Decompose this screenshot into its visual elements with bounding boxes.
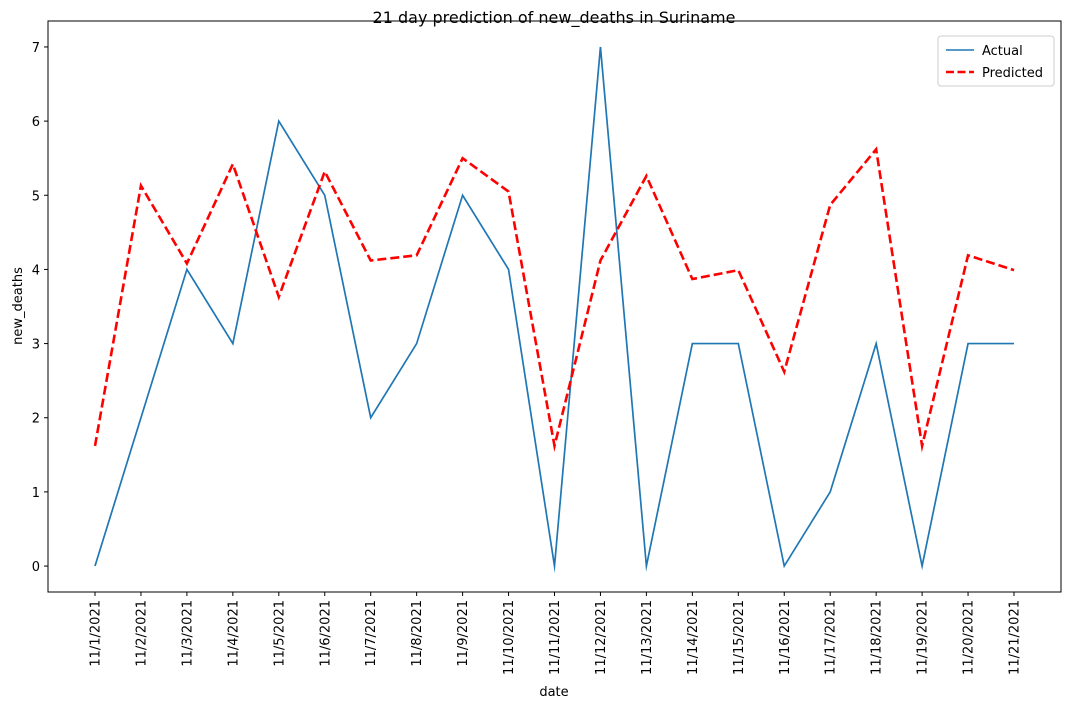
y-tick-label: 0	[32, 560, 40, 575]
chart-title: 21 day prediction of new_deaths in Surin…	[373, 8, 736, 28]
y-axis-label: new_deaths	[11, 267, 26, 345]
y-tick-label: 5	[32, 189, 40, 204]
x-tick-label: 11/21/2021	[1008, 600, 1023, 675]
x-tick-label: 11/8/2021	[410, 600, 425, 667]
x-tick-label: 11/5/2021	[272, 600, 287, 667]
y-tick-label: 4	[32, 263, 40, 278]
x-tick-label: 11/20/2021	[962, 600, 977, 675]
y-tick-label: 3	[32, 338, 40, 353]
series-line-predicted	[93, 146, 1015, 453]
x-tick-label: 11/13/2021	[640, 600, 655, 675]
x-tick-label: 11/3/2021	[180, 600, 195, 667]
legend-label-actual: Actual	[982, 44, 1023, 59]
x-tick-label: 11/1/2021	[89, 600, 104, 667]
x-tick-label: 11/7/2021	[364, 600, 379, 667]
x-tick-label: 11/16/2021	[778, 600, 793, 675]
y-tick-label: 6	[32, 115, 40, 130]
x-tick-label: 11/9/2021	[456, 600, 471, 667]
x-tick-label: 11/14/2021	[686, 600, 701, 675]
x-axis-label: date	[539, 685, 568, 700]
x-tick-label: 11/4/2021	[226, 600, 241, 667]
y-tick-label: 7	[32, 41, 40, 56]
x-tick-label: 11/11/2021	[548, 600, 563, 675]
x-tick-label: 11/17/2021	[824, 600, 839, 675]
y-tick-label: 2	[32, 412, 40, 427]
x-tick-label: 11/2/2021	[134, 600, 149, 667]
series-layer	[93, 46, 1015, 574]
y-tick-label: 1	[32, 486, 40, 501]
legend: Actual Predicted	[937, 35, 1055, 87]
x-tick-label: 11/18/2021	[870, 600, 885, 675]
x-tick-label: 11/6/2021	[318, 600, 333, 667]
legend-box	[937, 35, 1055, 87]
x-tick-label: 11/15/2021	[732, 600, 747, 675]
x-tick-label: 11/10/2021	[502, 600, 517, 675]
series-line-actual	[94, 46, 1014, 574]
x-tick-label: 11/12/2021	[594, 600, 609, 675]
legend-label-predicted: Predicted	[982, 66, 1043, 81]
y-axis: 0 1 2 3 4 5 6 7	[32, 41, 48, 575]
x-tick-label: 11/19/2021	[916, 600, 931, 675]
x-axis: 11/1/2021 11/2/2021 11/3/2021 11/4/2021 11/5…	[89, 592, 1023, 675]
